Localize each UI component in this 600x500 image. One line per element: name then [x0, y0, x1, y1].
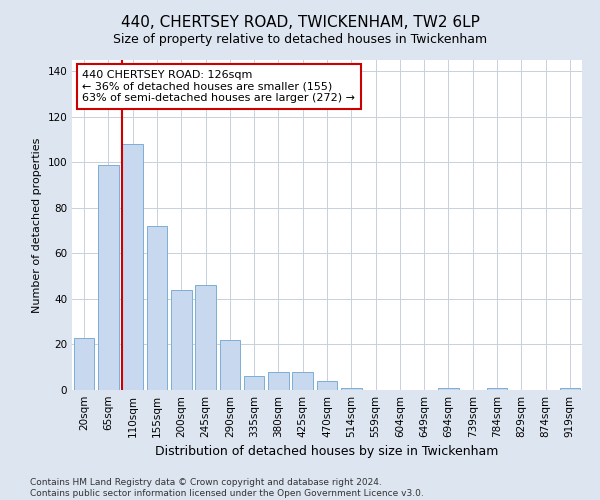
Bar [438, 388, 459, 390]
Bar [146, 226, 167, 390]
Y-axis label: Number of detached properties: Number of detached properties [32, 138, 42, 312]
X-axis label: Distribution of detached houses by size in Twickenham: Distribution of detached houses by size … [155, 446, 499, 458]
Text: Size of property relative to detached houses in Twickenham: Size of property relative to detached ho… [113, 32, 487, 46]
Text: 440, CHERTSEY ROAD, TWICKENHAM, TW2 6LP: 440, CHERTSEY ROAD, TWICKENHAM, TW2 6LP [121, 15, 479, 30]
Text: 440 CHERTSEY ROAD: 126sqm
← 36% of detached houses are smaller (155)
63% of semi: 440 CHERTSEY ROAD: 126sqm ← 36% of detac… [82, 70, 355, 103]
Bar [74, 338, 94, 390]
Bar [268, 372, 289, 390]
Bar [341, 388, 362, 390]
Bar [244, 376, 265, 390]
Bar [487, 388, 508, 390]
Bar [195, 286, 216, 390]
Bar [171, 290, 191, 390]
Bar [560, 388, 580, 390]
Bar [317, 381, 337, 390]
Bar [98, 164, 119, 390]
Bar [220, 340, 240, 390]
Text: Contains HM Land Registry data © Crown copyright and database right 2024.
Contai: Contains HM Land Registry data © Crown c… [30, 478, 424, 498]
Bar [122, 144, 143, 390]
Bar [292, 372, 313, 390]
